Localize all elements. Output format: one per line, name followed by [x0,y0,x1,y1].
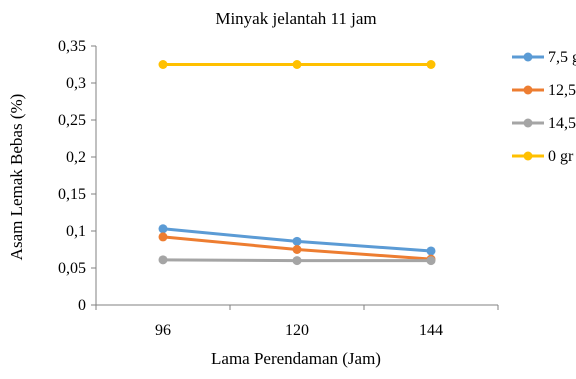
legend-item: 14,5 gr [512,115,576,132]
y-tick-label: 0,1 [66,223,86,240]
legend: 7,5 gr 12,5 gr 14,5 gr 0 gr [512,49,576,165]
series-group [158,60,436,266]
data-point [292,60,302,69]
data-point [426,60,436,69]
legend-swatch-marker [523,85,533,95]
y-tick-label: 0 [78,297,86,314]
data-point [158,60,168,69]
y-tick-labels: 0 0,05 0,1 0,15 0,2 0,25 0,3 0,35 [58,38,86,314]
data-point [426,256,436,266]
legend-item: 0 gr [512,148,574,165]
legend-swatch-marker [523,52,533,62]
y-tick-label: 0,15 [58,186,86,203]
data-point [292,236,302,246]
series-0 [158,224,436,256]
series-3 [158,60,436,69]
x-tick-labels: 96 120 144 [155,322,443,339]
data-point [158,255,168,265]
data-point [158,224,168,234]
data-point [158,232,168,242]
chart-title: Minyak jelantah 11 jam [215,9,376,28]
legend-swatch-marker [523,151,533,161]
legend-item: 7,5 gr [512,49,576,66]
y-tick-label: 0,05 [58,260,86,277]
data-point [292,256,302,266]
legend-label: 14,5 gr [548,115,576,132]
x-tick-label: 96 [155,322,171,339]
legend-label: 0 gr [548,148,574,165]
y-tick-label: 0,3 [66,75,86,92]
legend-label: 7,5 gr [548,49,576,66]
legend-swatch-marker [523,118,533,128]
y-axis-title: Asam Lemak Bebas (%) [7,94,26,261]
x-tick-label: 144 [419,322,443,339]
data-point [426,246,436,256]
y-tick-label: 0,25 [58,112,86,129]
legend-item: 12,5 gr [512,82,576,99]
axes [91,45,499,310]
x-axis-title: Lama Perendaman (Jam) [211,349,381,368]
y-tick-label: 0,35 [58,38,86,55]
x-tick-label: 120 [285,322,309,339]
y-tick-label: 0,2 [66,149,86,166]
series-2 [158,255,436,266]
data-point [292,245,302,254]
legend-label: 12,5 gr [548,82,576,99]
